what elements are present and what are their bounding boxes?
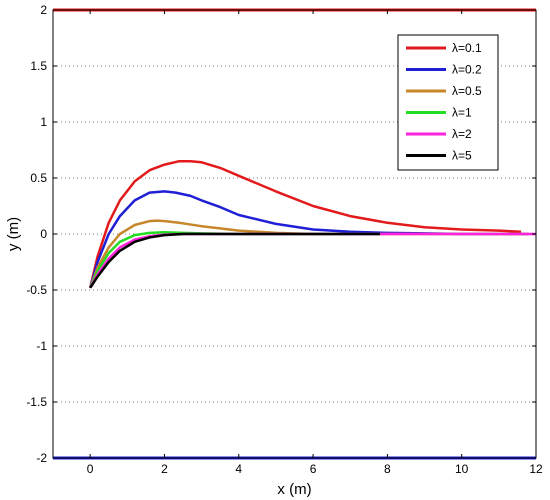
y-tick-label-0: -2 xyxy=(36,451,47,465)
legend-label-0: λ=0.1 xyxy=(452,41,482,55)
x-tick-label-5: 10 xyxy=(455,462,469,476)
y-axis-label: y (m) xyxy=(5,217,22,251)
series-layer xyxy=(88,159,536,289)
legend-box xyxy=(397,34,499,171)
y-tick-label-7: 1.5 xyxy=(30,59,47,73)
x-tick-label-3: 6 xyxy=(310,462,317,476)
series-line-0 xyxy=(88,159,522,289)
legend-label-4: λ=2 xyxy=(452,127,472,141)
y-tick-label-8: 2 xyxy=(40,3,47,17)
legend-label-5: λ=5 xyxy=(452,149,472,163)
legend-label-1: λ=0.2 xyxy=(452,63,482,77)
x-tick-label-1: 2 xyxy=(161,462,168,476)
x-tick-label-0: 0 xyxy=(87,462,94,476)
y-tick-label-2: -1 xyxy=(36,339,47,353)
y-tick-label-5: 0.5 xyxy=(30,171,47,185)
legend-label-2: λ=0.5 xyxy=(452,84,482,98)
series-line-5 xyxy=(89,232,380,289)
x-axis-label: x (m) xyxy=(277,481,311,498)
y-tick-label-4: 0 xyxy=(40,227,47,241)
legend: λ=0.1 λ=0.2 λ=0.5 λ=1 λ=2 λ=5 xyxy=(397,34,499,171)
x-tick-label-4: 8 xyxy=(384,462,391,476)
y-tick-label-3: -0.5 xyxy=(26,283,47,297)
tick-layer: -2 -1.5 -1 -0.5 0 0.5 1 1.5 2 0 2 4 6 8 10 12 xyxy=(26,3,543,476)
x-tick-label-2: 4 xyxy=(235,462,242,476)
series-line-4 xyxy=(89,232,536,289)
legend-label-3: λ=1 xyxy=(452,106,472,120)
y-tick-label-6: 1 xyxy=(40,115,47,129)
x-tick-label-6: 12 xyxy=(529,462,543,476)
y-tick-label-1: -1.5 xyxy=(26,395,47,409)
